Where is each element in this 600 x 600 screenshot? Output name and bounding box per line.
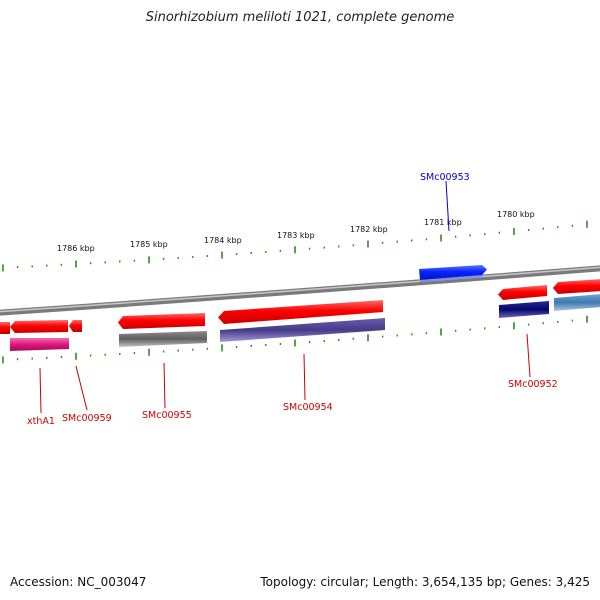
gene-smc00959[interactable] xyxy=(69,320,82,332)
gene-labels: SMc00953 xthA1 SMc00959 SMc00955 SMc0095… xyxy=(27,172,558,427)
gene-label-smc00959[interactable]: SMc00959 xyxy=(62,413,112,424)
gene-label-smc00953[interactable]: SMc00953 xyxy=(420,172,470,183)
gene-xtha1[interactable] xyxy=(10,320,68,333)
gene-label-xtha1[interactable]: xthA1 xyxy=(27,416,55,427)
chromosome-backbone xyxy=(0,265,600,316)
lower-scale-ticks xyxy=(2,315,588,364)
gene-label-smc00954[interactable]: SMc00954 xyxy=(283,402,333,413)
gene-smc00953[interactable] xyxy=(419,265,487,282)
scale-label-1784: 1784 kbp xyxy=(204,236,242,245)
accession-text: Accession: NC_003047 xyxy=(10,575,147,589)
genome-title: Sinorhizobium meliloti 1021, complete ge… xyxy=(145,10,455,25)
scale-label-1785: 1785 kbp xyxy=(130,240,168,249)
scale-label-1780: 1780 kbp xyxy=(497,210,535,219)
cds-right-edge[interactable] xyxy=(554,294,600,311)
upper-scale-ticks xyxy=(2,220,588,272)
gene-arrow-right-edge[interactable] xyxy=(553,279,600,294)
gene-label-smc00952[interactable]: SMc00952 xyxy=(508,379,558,390)
gene-label-smc00955[interactable]: SMc00955 xyxy=(142,410,192,421)
scale-label-1782: 1782 kbp xyxy=(350,225,388,234)
gene-arrow-left-edge[interactable] xyxy=(0,322,10,334)
gene-smc00952[interactable] xyxy=(498,285,547,300)
cds-smc00954[interactable] xyxy=(220,318,385,342)
scale-label-1783: 1783 kbp xyxy=(277,231,315,240)
scale-label-1786: 1786 kbp xyxy=(57,244,95,253)
scale-labels: 1786 kbp 1785 kbp 1784 kbp 1783 kbp 1782… xyxy=(57,210,535,253)
chromosome-backbone-highlight xyxy=(0,266,600,313)
gene-smc00954[interactable] xyxy=(218,300,383,324)
cds-smc00955[interactable] xyxy=(119,331,207,347)
scale-label-1781: 1781 kbp xyxy=(424,218,462,227)
genome-summary: Topology: circular; Length: 3,654,135 bp… xyxy=(260,575,590,589)
label-leaders xyxy=(39,180,531,414)
cds-xtha1[interactable] xyxy=(10,338,69,351)
gene-smc00955[interactable] xyxy=(118,313,205,329)
cds-smc00952[interactable] xyxy=(499,301,549,318)
